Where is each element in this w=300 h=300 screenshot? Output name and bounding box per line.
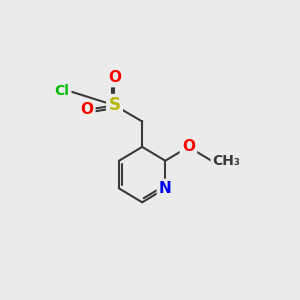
Text: O: O bbox=[182, 140, 195, 154]
Text: N: N bbox=[159, 181, 172, 196]
Text: CH₃: CH₃ bbox=[213, 154, 241, 168]
Text: O: O bbox=[108, 70, 121, 85]
Text: Cl: Cl bbox=[55, 84, 69, 98]
Text: S: S bbox=[109, 96, 121, 114]
Text: O: O bbox=[80, 102, 93, 117]
